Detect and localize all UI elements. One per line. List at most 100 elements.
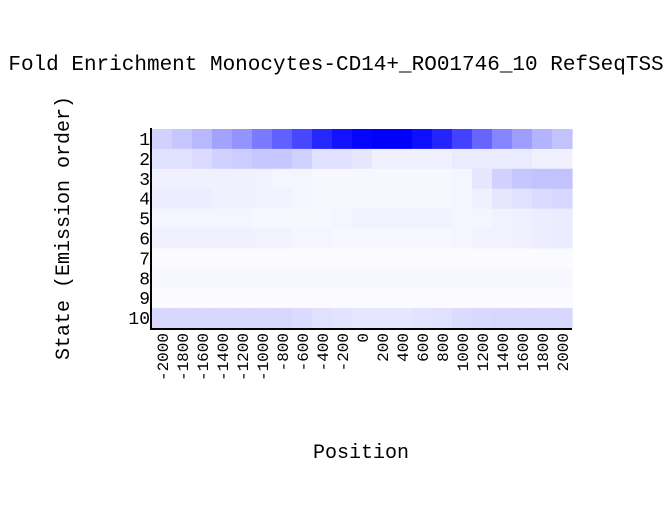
heatmap-cell	[412, 208, 433, 230]
heatmap-cell	[252, 308, 273, 329]
heatmap-cell	[352, 148, 373, 170]
heatmap-cell	[192, 168, 213, 190]
heatmap-cell	[192, 248, 213, 269]
heatmap-cell	[432, 248, 453, 269]
heatmap-cell	[272, 288, 293, 309]
heatmap-cell	[512, 288, 533, 309]
heatmap-cell	[372, 168, 393, 190]
heatmap-cell	[172, 148, 193, 170]
heatmap-cell	[212, 168, 233, 190]
heatmap-cell	[472, 268, 493, 289]
heatmap-cell	[432, 208, 453, 230]
heatmap-cell	[532, 188, 553, 210]
y-tick-label: 3	[139, 171, 150, 191]
heatmap-cell	[172, 288, 193, 309]
heatmap-cell	[212, 228, 233, 249]
heatmap-cell	[452, 268, 473, 289]
heatmap-cell	[232, 268, 253, 289]
heatmap-cell	[512, 248, 533, 269]
heatmap-cell	[552, 148, 573, 170]
x-tick-label: -600	[295, 333, 313, 371]
heatmap-cell	[472, 228, 493, 249]
heatmap-cell	[312, 168, 333, 190]
heatmap-cell	[352, 129, 373, 150]
heatmap-cell	[272, 308, 293, 329]
heatmap-cell	[152, 208, 173, 230]
heatmap-cell	[472, 129, 493, 150]
heatmap-cell	[152, 228, 173, 249]
heatmap-cell	[452, 188, 473, 210]
heatmap-cell	[512, 188, 533, 210]
heatmap-cell	[552, 248, 573, 269]
heatmap-cell	[232, 208, 253, 230]
heatmap-cell	[492, 268, 513, 289]
heatmap-cell	[432, 148, 453, 170]
heatmap-cell	[392, 188, 413, 210]
heatmap-cell	[312, 248, 333, 269]
heatmap-cell	[212, 308, 233, 329]
heatmap-cell	[272, 248, 293, 269]
heatmap-cell	[192, 228, 213, 249]
heatmap-cell	[432, 268, 453, 289]
heatmap-cell	[192, 308, 213, 329]
heatmap-cell	[292, 208, 313, 230]
heatmap-cell	[432, 228, 453, 249]
heatmap-cell	[432, 168, 453, 190]
y-tick-label: 6	[139, 230, 150, 250]
heatmap-cell	[212, 288, 233, 309]
heatmap-cell	[552, 129, 573, 150]
heatmap-cell	[332, 208, 353, 230]
heatmap-cell	[352, 248, 373, 269]
heatmap-cell	[252, 208, 273, 230]
x-tick-label: 600	[415, 333, 433, 362]
heatmap-cell	[192, 288, 213, 309]
heatmap-cell	[372, 288, 393, 309]
heatmap-cell	[252, 168, 273, 190]
heatmap-cell	[412, 248, 433, 269]
heatmap-cell	[332, 248, 353, 269]
heatmap-cell	[152, 268, 173, 289]
heatmap-cell	[212, 208, 233, 230]
heatmap-cell	[392, 248, 413, 269]
heatmap-cell	[452, 288, 473, 309]
heatmap-cell	[412, 148, 433, 170]
x-tick-label: 1000	[455, 333, 473, 371]
heatmap-cell	[172, 208, 193, 230]
heatmap-cell	[312, 148, 333, 170]
x-tick-label: 400	[395, 333, 413, 362]
heatmap-cell	[172, 308, 193, 329]
heatmap-cell	[292, 148, 313, 170]
heatmap-cell	[192, 188, 213, 210]
heatmap-cell	[532, 148, 553, 170]
heatmap-cell	[552, 268, 573, 289]
heatmap-cell	[412, 168, 433, 190]
heatmap-cell	[232, 308, 253, 329]
heatmap-cell	[452, 148, 473, 170]
heatmap-cell	[232, 228, 253, 249]
heatmap-cell	[172, 228, 193, 249]
x-tick-label: 1600	[515, 333, 533, 371]
x-tick-label: -1400	[215, 333, 233, 381]
heatmap-cell	[392, 228, 413, 249]
heatmap-cells	[152, 129, 573, 329]
heatmap-cell	[172, 248, 193, 269]
heatmap-cell	[372, 228, 393, 249]
heatmap-cell	[492, 208, 513, 230]
heatmap-cell	[432, 288, 453, 309]
x-tick-labels: -2000 -1800 -1600 -1400 -1200 -1000 -800 -600 -4…	[155, 333, 573, 381]
heatmap-cell	[532, 129, 553, 150]
heatmap-cell	[252, 148, 273, 170]
heatmap-cell	[212, 188, 233, 210]
heatmap-cell	[372, 148, 393, 170]
heatmap-cell	[472, 308, 493, 329]
heatmap-cell	[372, 308, 393, 329]
y-tick-label: 2	[139, 151, 150, 171]
heatmap-cell	[292, 228, 313, 249]
heatmap-cell	[492, 188, 513, 210]
x-tick-label: 800	[435, 333, 453, 362]
heatmap-cell	[272, 168, 293, 190]
y-tick-label: 10	[128, 310, 150, 330]
heatmap-cell	[212, 248, 233, 269]
heatmap-cell	[472, 148, 493, 170]
